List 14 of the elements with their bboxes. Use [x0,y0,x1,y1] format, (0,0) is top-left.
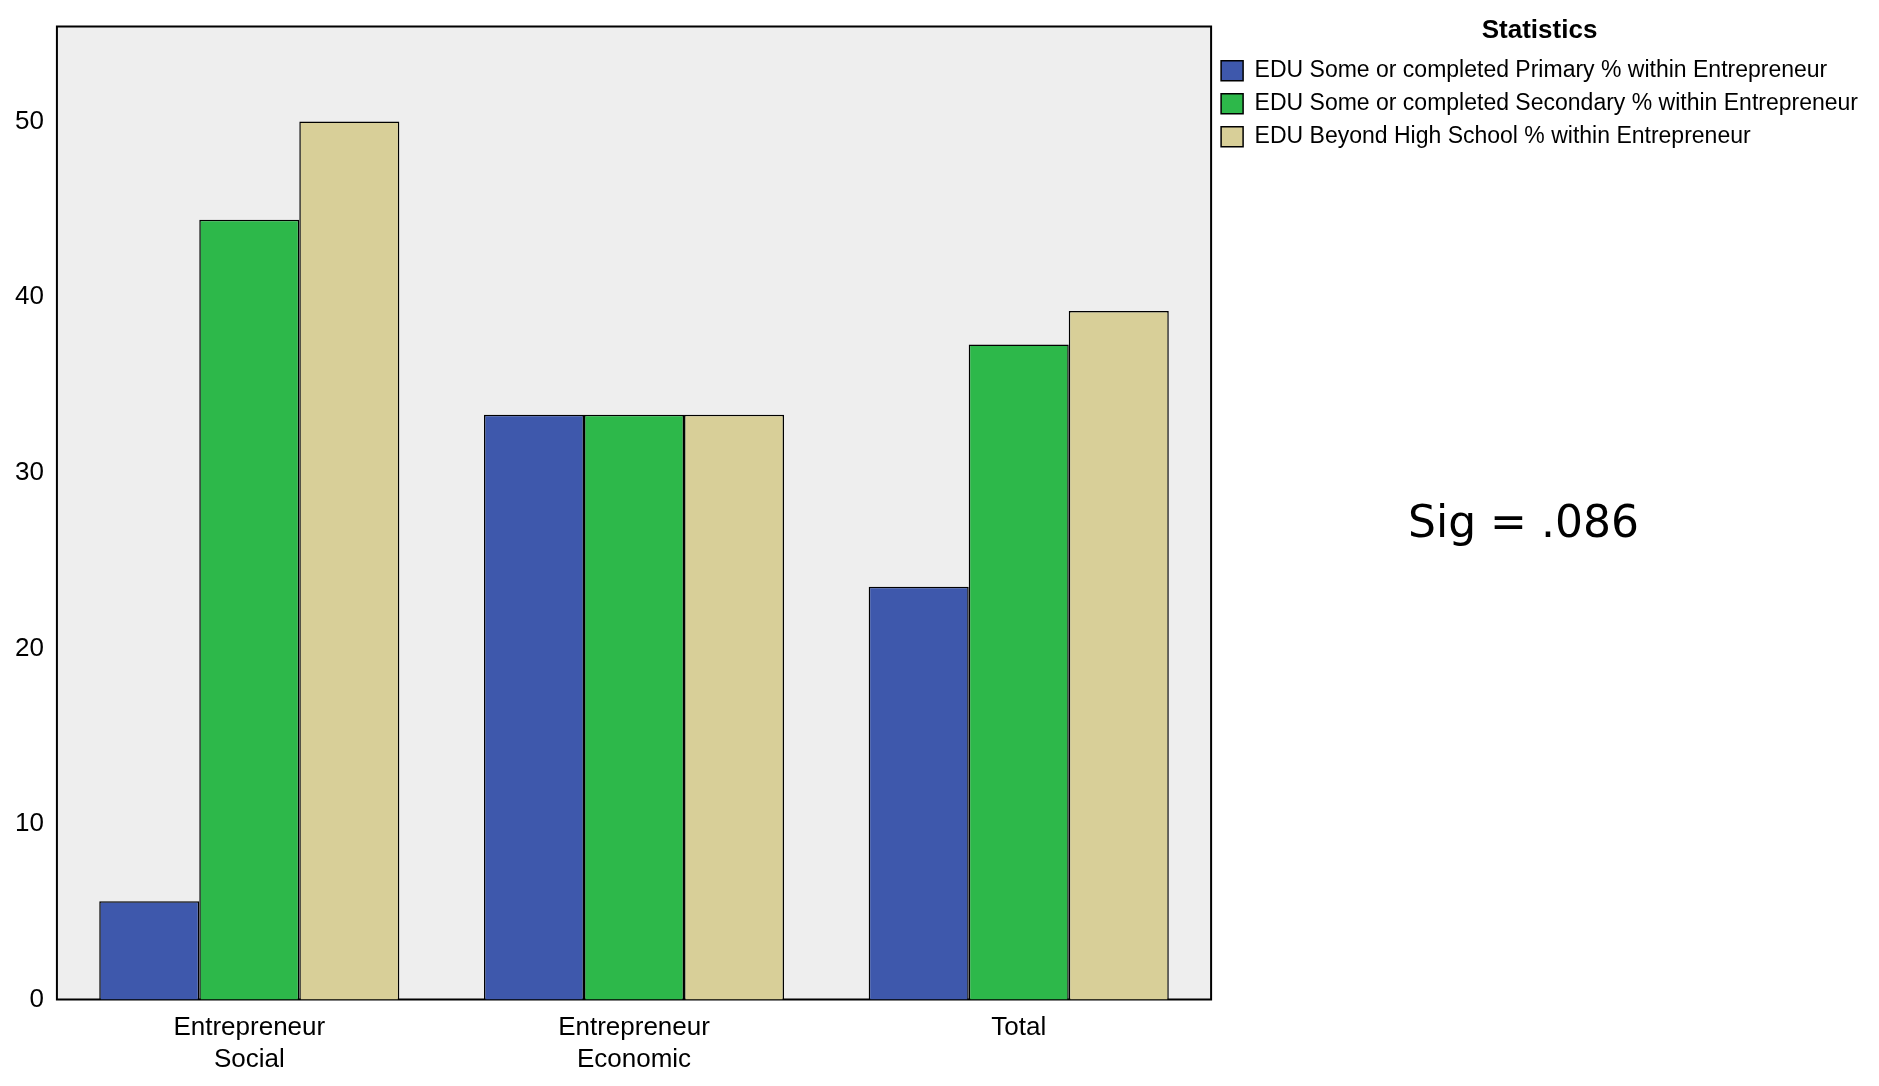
legend-label: EDU Some or completed Primary % within Entrepreneur [1254,56,1828,83]
legend-label: EDU Beyond High School % within Entrepreneur [1254,122,1751,149]
legend-title: Statistics [1481,14,1598,45]
y-tick-label: 50 [15,104,44,135]
y-tick-label: 10 [15,807,44,838]
text: Sig = .086 [1408,496,1639,547]
legend-label: EDU Some or completed Secondary % within Entrepreneur [1254,89,1859,116]
y-tick-label: 40 [15,280,44,311]
y-tick-label: 20 [15,631,44,662]
x-tick-label: Entrepreneur Social [173,1011,326,1073]
x-tick-label: Entrepreneur Economic [558,1011,711,1073]
y-tick-label: 0 [29,982,44,1013]
y-tick-label: 30 [15,455,44,486]
x-tick-label: Total [991,1011,1047,1042]
